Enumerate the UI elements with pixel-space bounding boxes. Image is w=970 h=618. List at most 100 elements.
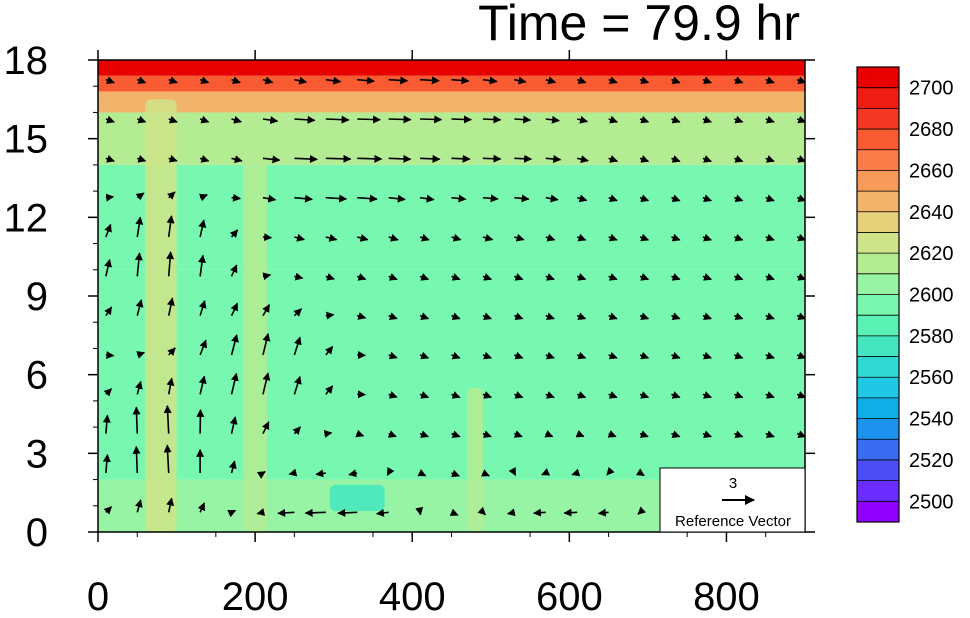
wind-vector-149 bbox=[482, 312, 493, 320]
wind-vector-89 bbox=[325, 311, 335, 320]
wind-vector-1 bbox=[102, 453, 111, 474]
wind-vector-69 bbox=[262, 155, 281, 164]
wind-vector-64 bbox=[262, 333, 271, 356]
wind-vector-88 bbox=[325, 345, 334, 356]
wind-vector-172 bbox=[545, 351, 555, 360]
wind-vector-66 bbox=[262, 272, 272, 281]
wind-vectors bbox=[102, 76, 805, 518]
wind-vector-94 bbox=[325, 115, 350, 124]
wind-vector-269 bbox=[796, 312, 805, 320]
wind-vector-6 bbox=[104, 258, 112, 277]
reference-vector-label: Reference Vector bbox=[675, 513, 791, 530]
colorbar-swatch bbox=[857, 191, 899, 213]
wind-vector-107 bbox=[357, 76, 376, 85]
wind-vector-34 bbox=[168, 115, 178, 124]
wind-vector-5 bbox=[104, 306, 113, 317]
wind-vector-15 bbox=[134, 380, 143, 395]
wind-vector-80 bbox=[294, 194, 313, 203]
wind-vector-50 bbox=[229, 416, 238, 434]
wind-vector-116 bbox=[388, 194, 406, 203]
wind-vector-104 bbox=[357, 194, 378, 203]
wind-vector-25 bbox=[163, 444, 172, 474]
wind-vector-268 bbox=[796, 351, 805, 360]
wind-vector-92 bbox=[325, 194, 348, 203]
wind-vector-72 bbox=[277, 508, 295, 517]
wind-vector-139 bbox=[451, 233, 462, 242]
wind-vector-58 bbox=[231, 115, 242, 124]
wind-vector-171 bbox=[545, 391, 555, 399]
wind-vector-21 bbox=[137, 154, 147, 163]
wind-vector-239 bbox=[702, 76, 712, 84]
wind-vector-9 bbox=[105, 155, 115, 163]
x-tick-label: 0 bbox=[87, 575, 109, 618]
wind-vector-83 bbox=[294, 76, 308, 85]
wind-vector-67 bbox=[262, 233, 273, 242]
colorbar-label: 2580 bbox=[909, 326, 954, 348]
wind-vector-198 bbox=[608, 273, 618, 281]
wind-vector-73 bbox=[288, 468, 298, 477]
wind-vector-161 bbox=[514, 312, 524, 320]
field-band-1 bbox=[98, 269, 805, 480]
wind-vector-191 bbox=[576, 76, 587, 85]
wind-vector-266 bbox=[796, 430, 805, 438]
y-tick-label: 6 bbox=[26, 354, 48, 398]
wind-vector-134 bbox=[451, 430, 461, 438]
wind-vector-152 bbox=[482, 194, 499, 203]
wind-vector-204 bbox=[637, 506, 646, 515]
wind-vector-102 bbox=[356, 273, 367, 281]
wind-vector-35 bbox=[168, 76, 178, 84]
wind-vector-220 bbox=[671, 351, 681, 360]
wind-vector-113 bbox=[388, 312, 398, 320]
colorbar-label: 2640 bbox=[909, 202, 954, 224]
wind-vector-250 bbox=[734, 115, 744, 124]
wind-vector-13 bbox=[132, 445, 141, 474]
wind-vector-247 bbox=[734, 233, 744, 242]
wind-vector-131 bbox=[420, 76, 440, 85]
wind-vector-242 bbox=[734, 430, 744, 438]
wind-vector-56 bbox=[231, 193, 242, 202]
wind-vector-75 bbox=[293, 375, 302, 395]
wind-vector-70 bbox=[262, 116, 279, 125]
wind-vector-180 bbox=[563, 508, 578, 517]
wind-vector-176 bbox=[545, 194, 559, 203]
colorbar-swatch bbox=[857, 232, 899, 254]
wind-vector-87 bbox=[324, 385, 334, 395]
wind-vector-51 bbox=[230, 372, 239, 395]
reference-vector-value: 3 bbox=[729, 475, 737, 492]
colorbar-swatch bbox=[857, 501, 899, 523]
colorbar-swatch bbox=[857, 129, 899, 151]
wind-vector-210 bbox=[639, 273, 650, 281]
wind-vector-235 bbox=[702, 233, 712, 242]
field-anomaly-0 bbox=[145, 99, 177, 532]
y-tick-label: 12 bbox=[4, 196, 49, 240]
wind-vector-59 bbox=[231, 76, 241, 85]
wind-vector-249 bbox=[734, 155, 744, 163]
wind-vector-263 bbox=[765, 76, 775, 84]
wind-vector-3 bbox=[103, 388, 113, 397]
wind-vector-137 bbox=[451, 312, 461, 320]
wind-vector-148 bbox=[482, 351, 493, 360]
wind-vector-227 bbox=[671, 76, 681, 84]
wind-vector-163 bbox=[514, 233, 525, 242]
wind-vector-236 bbox=[702, 194, 712, 202]
wind-vector-52 bbox=[230, 333, 239, 356]
wind-vector-16 bbox=[136, 351, 146, 359]
wind-vector-125 bbox=[419, 312, 430, 320]
wind-vector-76 bbox=[293, 336, 302, 356]
wind-vector-214 bbox=[639, 115, 650, 124]
x-tick-label: 800 bbox=[693, 575, 760, 618]
wind-vector-248 bbox=[734, 194, 744, 202]
field-band-2 bbox=[98, 164, 805, 270]
wind-vector-101 bbox=[357, 312, 367, 320]
wind-vector-55 bbox=[229, 229, 239, 238]
wind-vector-22 bbox=[137, 115, 147, 124]
wind-vector-48 bbox=[227, 509, 237, 518]
colorbar-label: 2600 bbox=[909, 285, 954, 307]
wind-vector-200 bbox=[608, 194, 618, 203]
wind-vector-85 bbox=[315, 469, 326, 478]
wind-vector-11 bbox=[105, 76, 115, 84]
colorbar-label: 2560 bbox=[909, 367, 954, 389]
wind-vector-271 bbox=[796, 233, 805, 242]
wind-vector-177 bbox=[545, 155, 562, 164]
wind-vector-122 bbox=[419, 430, 429, 438]
